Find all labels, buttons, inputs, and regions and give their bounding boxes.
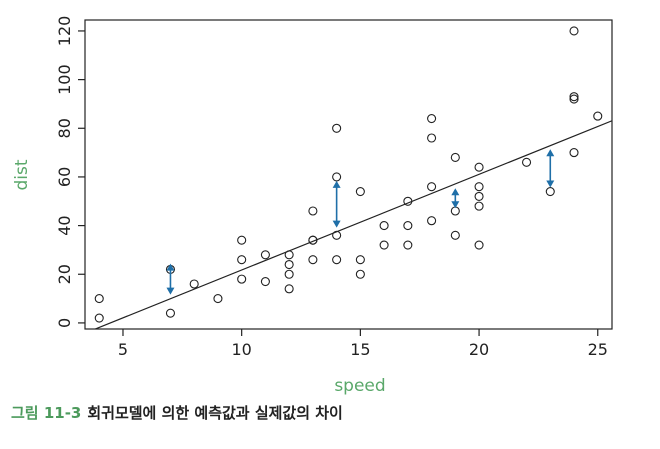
data-point bbox=[355, 255, 365, 265]
caption-label: 그림 11-3 bbox=[11, 404, 82, 422]
data-point bbox=[94, 294, 104, 304]
regression-layer bbox=[93, 120, 612, 329]
data-point bbox=[332, 255, 342, 265]
data-point bbox=[427, 182, 437, 192]
data-point bbox=[284, 259, 294, 270]
y-tick-label: 0 bbox=[55, 318, 74, 328]
y-axis-title: dist bbox=[12, 159, 32, 190]
data-point bbox=[427, 133, 437, 143]
y-tick-label: 120 bbox=[55, 16, 74, 47]
data-point bbox=[427, 113, 437, 124]
data-point bbox=[427, 216, 437, 226]
data-point bbox=[474, 191, 484, 201]
data-point bbox=[237, 235, 247, 245]
data-point bbox=[94, 313, 104, 323]
residual-arrow bbox=[451, 188, 460, 209]
residual-arrow-head-down bbox=[332, 220, 341, 228]
points-layer bbox=[94, 26, 603, 323]
data-point bbox=[379, 221, 389, 231]
residual-arrow-head-down bbox=[451, 201, 460, 209]
data-point bbox=[260, 250, 270, 260]
regression-line bbox=[93, 120, 612, 329]
data-point bbox=[260, 277, 270, 287]
residual-arrow bbox=[166, 263, 175, 295]
data-point bbox=[379, 240, 389, 250]
x-tick-label: 25 bbox=[588, 340, 608, 359]
y-tick-label: 60 bbox=[55, 167, 74, 187]
data-point bbox=[474, 240, 484, 250]
x-tick-label: 5 bbox=[118, 340, 128, 359]
data-point bbox=[308, 206, 318, 216]
residual-arrow-head-down bbox=[166, 287, 175, 295]
caption-text: 회귀모델에 의한 예측값과 실제값의 차이 bbox=[87, 404, 343, 422]
data-point bbox=[450, 152, 460, 163]
residual-arrow-head-up bbox=[332, 180, 341, 188]
y-tick-label: 80 bbox=[55, 118, 74, 138]
y-axis: 0 20 40 60 80 100 120 bbox=[55, 16, 85, 328]
x-axis-title: speed bbox=[334, 376, 385, 396]
data-point bbox=[355, 186, 365, 197]
data-point bbox=[284, 250, 294, 260]
data-point bbox=[332, 172, 342, 182]
data-point bbox=[521, 157, 532, 167]
residual-arrow bbox=[332, 180, 341, 228]
data-point bbox=[284, 284, 294, 294]
data-point bbox=[403, 221, 413, 231]
data-point bbox=[474, 182, 484, 192]
data-point bbox=[237, 274, 247, 284]
residual-arrow-head-up bbox=[451, 188, 460, 196]
data-point bbox=[474, 201, 484, 211]
residual-arrow-head-up bbox=[546, 149, 555, 157]
data-point bbox=[308, 235, 318, 245]
data-point bbox=[284, 269, 294, 279]
data-point bbox=[355, 269, 365, 279]
data-point bbox=[545, 186, 555, 197]
residual-arrows bbox=[166, 149, 555, 295]
plot-frame bbox=[84, 19, 613, 330]
data-point bbox=[403, 196, 413, 206]
data-point bbox=[569, 94, 579, 104]
data-point bbox=[403, 240, 413, 250]
x-tick-label: 20 bbox=[469, 340, 489, 359]
data-point bbox=[213, 294, 223, 304]
data-point bbox=[569, 148, 579, 158]
x-tick-label: 10 bbox=[231, 340, 251, 359]
y-tick-label: 40 bbox=[55, 215, 74, 235]
data-point bbox=[237, 255, 247, 265]
residual-arrow bbox=[546, 149, 555, 188]
figure-caption: 그림 11-3 회귀모델에 의한 예측값과 실제값의 차이 bbox=[11, 402, 343, 423]
x-axis: 5 10 15 20 25 bbox=[118, 329, 608, 359]
data-point bbox=[332, 123, 342, 133]
residual-arrow-head-up bbox=[166, 263, 175, 271]
x-tick-label: 15 bbox=[350, 340, 370, 359]
data-point bbox=[474, 162, 484, 172]
y-tick-label: 100 bbox=[55, 64, 74, 95]
data-point bbox=[593, 111, 603, 121]
data-point bbox=[189, 279, 199, 289]
data-point bbox=[165, 308, 176, 318]
data-point bbox=[308, 255, 318, 265]
data-point bbox=[569, 92, 579, 102]
data-point bbox=[332, 230, 342, 240]
data-point bbox=[450, 230, 460, 240]
y-tick-label: 20 bbox=[55, 264, 74, 284]
residual-arrow-head-down bbox=[546, 180, 555, 188]
data-point bbox=[569, 26, 579, 36]
